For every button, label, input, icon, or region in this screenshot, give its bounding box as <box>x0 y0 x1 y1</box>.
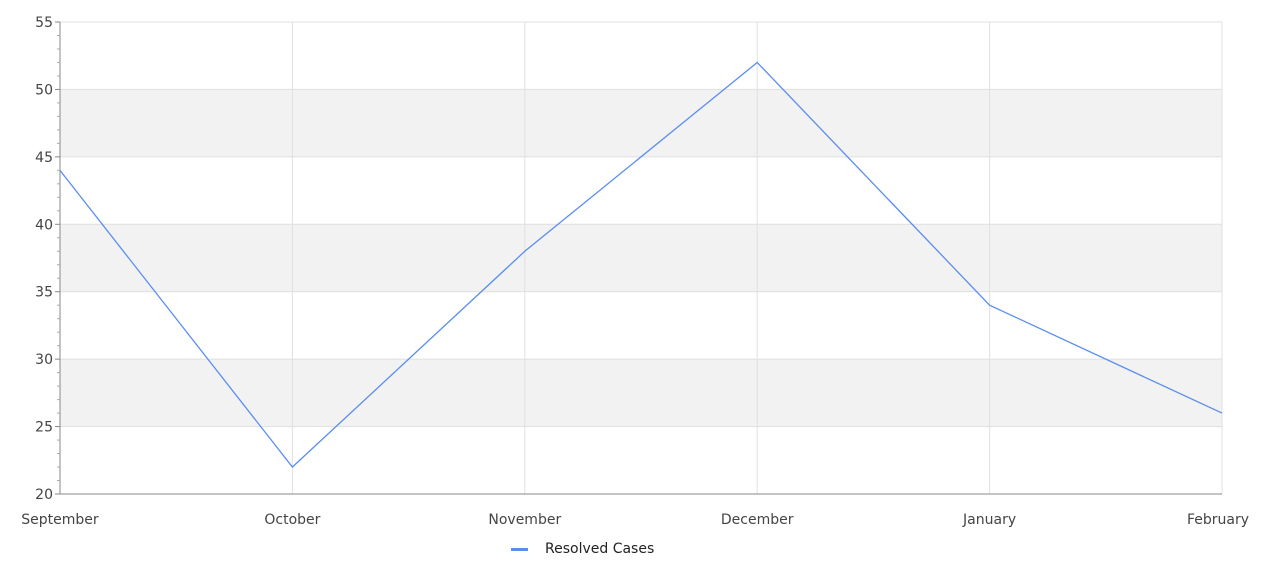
y-tick-label: 55 <box>35 15 53 31</box>
y-tick-label: 50 <box>35 82 53 98</box>
x-axis-ticks: September October November December January F… <box>21 512 1249 528</box>
x-tick-label: January <box>962 512 1016 528</box>
plot-bands <box>60 89 1222 427</box>
y-tick-label: 40 <box>35 217 53 233</box>
plot-band <box>60 224 1222 292</box>
y-tick-label: 25 <box>35 420 53 436</box>
series-line[interactable] <box>59 61 1223 468</box>
series-group <box>59 61 1223 468</box>
y-tick-label: 35 <box>35 285 53 301</box>
y-tick-label: 20 <box>35 487 53 503</box>
axes <box>59 22 1222 495</box>
y-tick-label: 30 <box>35 352 53 368</box>
legend[interactable]: Resolved Cases <box>511 541 654 557</box>
y-tick-label: 45 <box>35 150 53 166</box>
x-tick-label: November <box>488 512 561 528</box>
legend-swatch <box>511 548 528 551</box>
y-axis-ticks: 20 25 30 35 40 45 50 55 <box>35 15 60 503</box>
legend-label[interactable]: Resolved Cases <box>545 541 654 557</box>
x-tick-label: December <box>721 512 794 528</box>
x-tick-label: February <box>1187 512 1249 528</box>
x-tick-label: September <box>21 512 99 528</box>
plot-band <box>60 89 1222 157</box>
plot-band <box>60 359 1222 427</box>
x-tick-label: October <box>264 512 320 528</box>
